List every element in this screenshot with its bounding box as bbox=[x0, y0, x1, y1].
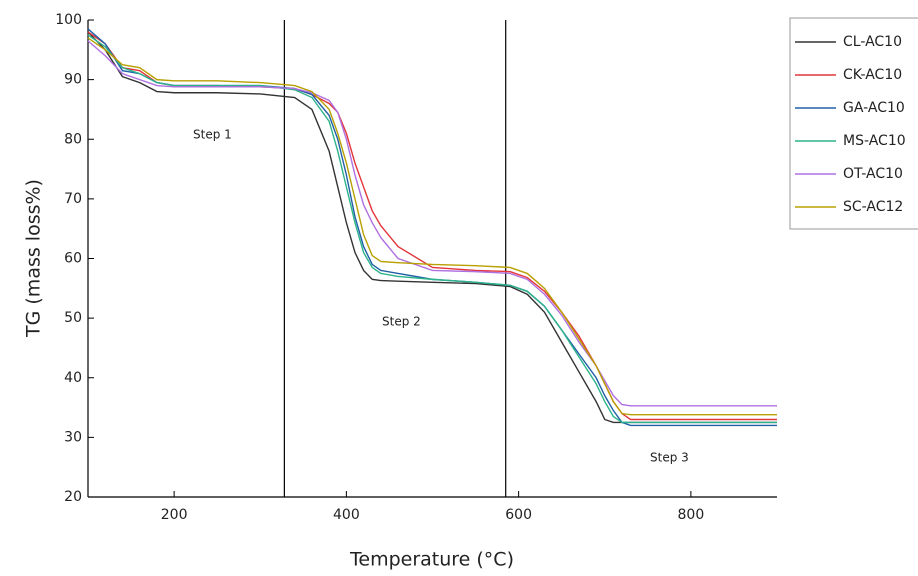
legend-label: GA-AC10 bbox=[843, 100, 905, 116]
step-label: Step 1 bbox=[193, 128, 232, 142]
legend-label: SC-AC12 bbox=[843, 199, 903, 215]
step-label: Step 2 bbox=[382, 315, 421, 329]
data-line bbox=[87, 40, 777, 407]
data-line bbox=[87, 31, 777, 424]
x-axis-label: Temperature (°C) bbox=[349, 549, 514, 571]
data-line bbox=[87, 37, 777, 416]
step-label: Step 3 bbox=[650, 451, 689, 465]
data-line bbox=[87, 28, 777, 427]
y-axis-label: TG (mass loss%) bbox=[23, 179, 45, 338]
data-line bbox=[87, 31, 777, 421]
y-tick-label: 90 bbox=[64, 72, 82, 88]
legend-box bbox=[789, 17, 918, 230]
y-tick-label: 30 bbox=[64, 429, 82, 445]
x-tick-label: 800 bbox=[678, 507, 705, 523]
legend-label: MS-AC10 bbox=[843, 133, 906, 149]
x-tick-label: 400 bbox=[333, 507, 360, 523]
y-tick-label: 80 bbox=[64, 131, 82, 147]
x-tick-label: 200 bbox=[161, 507, 188, 523]
y-tick-label: 100 bbox=[55, 12, 82, 28]
y-tick-label: 40 bbox=[64, 370, 82, 386]
legend-label: CK-AC10 bbox=[843, 67, 902, 83]
legend-label: CL-AC10 bbox=[843, 34, 902, 50]
legend-label: OT-AC10 bbox=[843, 166, 903, 182]
y-tick-label: 70 bbox=[64, 191, 82, 207]
y-tick-label: 20 bbox=[64, 489, 82, 505]
y-tick-label: 60 bbox=[64, 251, 82, 267]
x-tick-label: 600 bbox=[505, 507, 532, 523]
y-tick-label: 50 bbox=[64, 310, 82, 326]
data-line bbox=[87, 34, 777, 424]
